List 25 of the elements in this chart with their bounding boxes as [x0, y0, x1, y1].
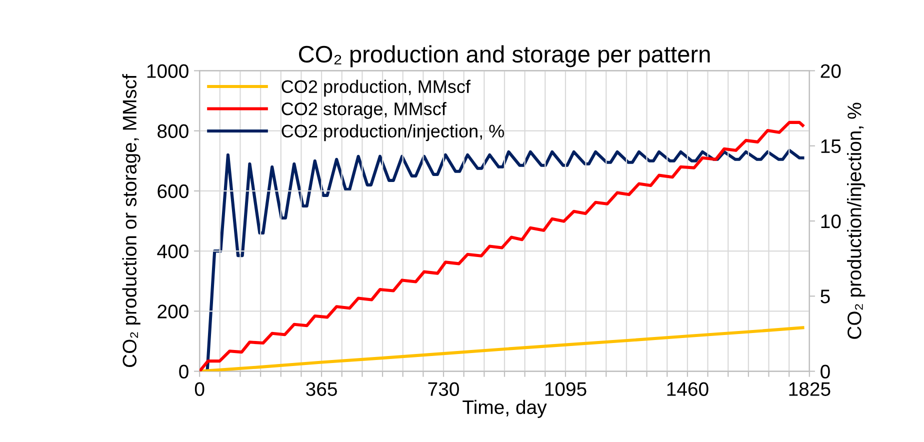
x-tick-label: 730 [428, 382, 459, 396]
x-tick-label: 1825 [789, 382, 830, 396]
legend-label: CO2 storage, MMscf [282, 102, 446, 119]
chart-title: CO₂ production and storage per pattern [299, 45, 710, 68]
legend-label: CO2 production/injection, % [282, 124, 504, 142]
line-series [200, 326, 804, 372]
y2-axis-title: CO₂ production/injection, % [847, 102, 866, 339]
y2-tick-label: 15 [821, 140, 841, 154]
x-tick-label: 1095 [545, 382, 586, 396]
y-tick-label: 200 [158, 304, 188, 318]
x-tick-label: 1460 [667, 382, 708, 396]
x-tick-label: 0 [194, 382, 204, 396]
y2-tick-label: 20 [820, 64, 841, 78]
y-tick-label: 400 [157, 244, 188, 258]
y-tick-label: 0 [179, 364, 188, 379]
x-axis-title: Time, day [462, 400, 547, 418]
legend-label: CO2 production, MMscf [282, 80, 471, 97]
y2-tick-label: 10 [821, 214, 841, 228]
y2-tick-label: 0 [820, 364, 830, 379]
y-tick-label: 1000 [147, 64, 188, 78]
x-tick-label: 365 [306, 382, 337, 396]
y2-tick-label: 5 [820, 290, 830, 304]
y-tick-label: 800 [158, 124, 188, 138]
y-axis-title: CO₂ production or storage, MMscf [122, 74, 140, 367]
y-tick-label: 600 [158, 184, 188, 198]
